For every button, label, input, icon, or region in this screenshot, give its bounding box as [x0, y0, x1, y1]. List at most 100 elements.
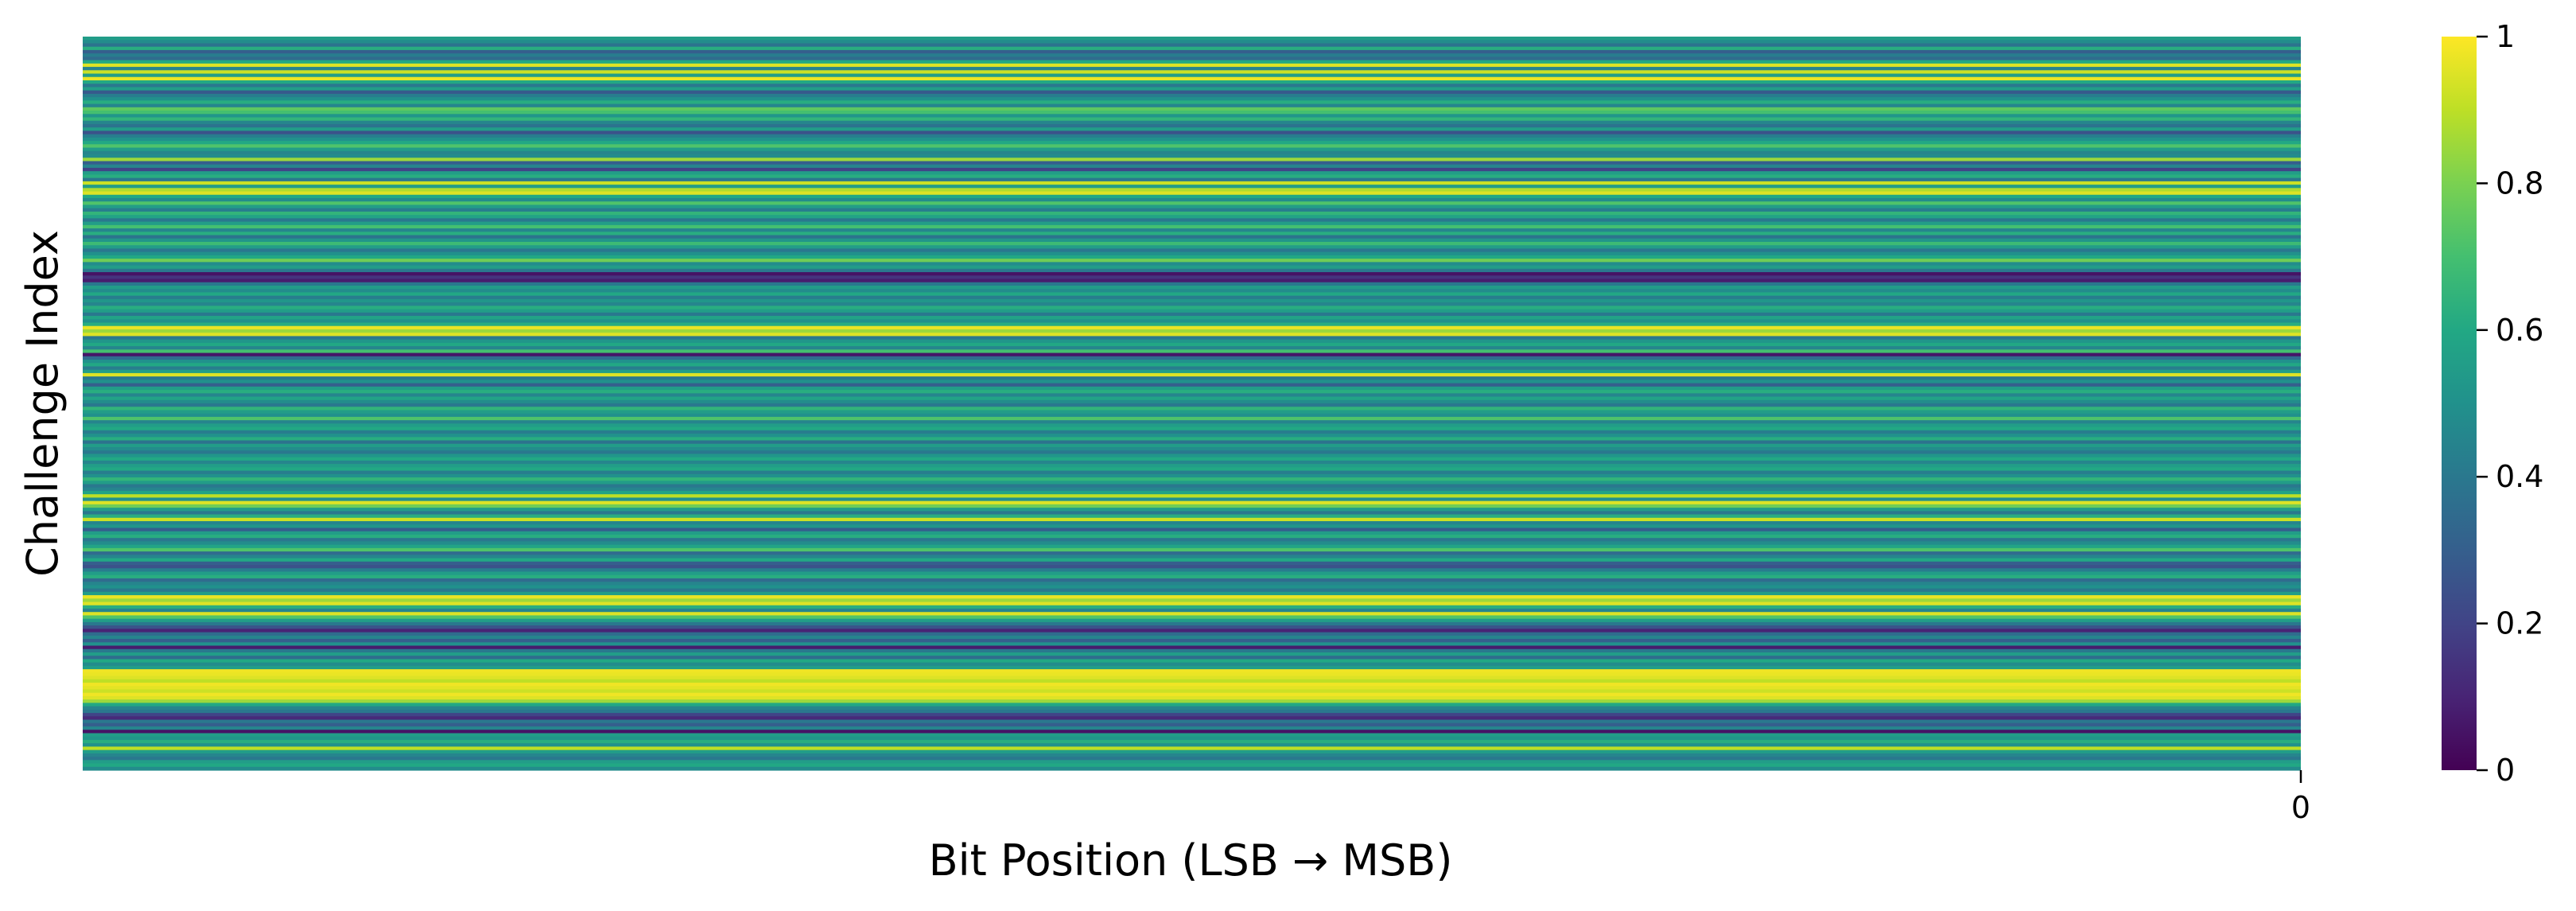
colorbar-tick-label: 0	[2496, 753, 2515, 788]
heatmap-row	[83, 97, 2301, 101]
heatmap-row	[83, 218, 2301, 223]
heatmap-row	[83, 703, 2301, 707]
heatmap-row	[83, 53, 2301, 57]
heatmap-row	[83, 551, 2301, 555]
heatmap-row	[83, 147, 2301, 152]
heatmap-row	[83, 278, 2301, 283]
heatmap-row	[83, 558, 2301, 563]
heatmap-row	[83, 100, 2301, 105]
heatmap-row	[83, 659, 2301, 664]
heatmap-row	[83, 753, 2301, 757]
heatmap-row	[83, 363, 2301, 368]
heatmap-row	[83, 37, 2301, 41]
heatmap-row	[83, 107, 2301, 111]
heatmap-row	[83, 733, 2301, 738]
heatmap-row	[83, 144, 2301, 149]
heatmap-row	[83, 211, 2301, 216]
heatmap-row	[83, 161, 2301, 165]
heatmap-row	[83, 595, 2301, 599]
heatmap-row	[83, 198, 2301, 202]
heatmap-row	[83, 749, 2301, 754]
heatmap-row	[83, 208, 2301, 212]
heatmap-row	[83, 440, 2301, 445]
heatmap-row	[83, 716, 2301, 721]
colorbar-tick-label: 0.6	[2496, 313, 2543, 348]
heatmap-row	[83, 285, 2301, 290]
heatmap-row	[83, 615, 2301, 620]
heatmap-row	[83, 464, 2301, 468]
heatmap-row	[83, 531, 2301, 535]
heatmap-row	[83, 292, 2301, 297]
heatmap-row	[83, 730, 2301, 734]
heatmap-row	[83, 262, 2301, 267]
heatmap-row	[83, 298, 2301, 303]
heatmap-row	[83, 383, 2301, 387]
heatmap-row	[83, 235, 2301, 239]
heatmap-row	[83, 675, 2301, 680]
heatmap-row	[83, 588, 2301, 593]
heatmap-row	[83, 185, 2301, 189]
heatmap-row	[83, 224, 2301, 229]
heatmap-row	[83, 699, 2301, 704]
heatmap-row	[83, 511, 2301, 516]
heatmap-row	[83, 686, 2301, 691]
heatmap-row	[83, 635, 2301, 640]
heatmap-row	[83, 689, 2301, 694]
heatmap-row	[83, 713, 2301, 717]
heatmap-row	[83, 508, 2301, 512]
heatmap-row	[83, 410, 2301, 415]
heatmap-row	[83, 221, 2301, 226]
heatmap-row	[83, 70, 2301, 75]
heatmap-row	[83, 194, 2301, 199]
heatmap-row	[83, 709, 2301, 714]
heatmap-row	[83, 582, 2301, 586]
heatmap-row	[83, 481, 2301, 485]
heatmap-row	[83, 259, 2301, 263]
heatmap-row	[83, 87, 2301, 91]
heatmap-row	[83, 369, 2301, 374]
heatmap-row	[83, 103, 2301, 108]
heatmap-row	[83, 356, 2301, 360]
heatmap-row	[83, 117, 2301, 122]
colorbar-tick-label: 0.2	[2496, 606, 2543, 641]
heatmap-row	[83, 339, 2301, 344]
heatmap-row	[83, 150, 2301, 155]
heatmap-row	[83, 763, 2301, 768]
heatmap-row	[83, 642, 2301, 647]
heatmap-row	[83, 245, 2301, 250]
heatmap-row	[83, 319, 2301, 324]
colorbar-ticks: 0 0.2 0.4 0.6 0.8 1	[2477, 19, 2543, 788]
heatmap-row	[83, 706, 2301, 711]
heatmap-row	[83, 608, 2301, 613]
heatmap-row	[83, 460, 2301, 465]
heatmap-row	[83, 390, 2301, 394]
heatmap-row	[83, 56, 2301, 61]
heatmap-row	[83, 490, 2301, 495]
heatmap-row	[83, 120, 2301, 125]
heatmap-row	[83, 739, 2301, 744]
colorbar-tick-label: 1	[2496, 19, 2515, 54]
heatmap-row	[83, 137, 2301, 142]
heatmap-row	[83, 268, 2301, 273]
heatmap-row	[83, 342, 2301, 347]
heatmap-row	[83, 420, 2301, 424]
heatmap-row	[83, 141, 2301, 145]
heatmap-row	[83, 443, 2301, 448]
heatmap-row	[83, 255, 2301, 259]
heatmap-row	[83, 454, 2301, 458]
heatmap-row	[83, 275, 2301, 280]
heatmap-row	[83, 430, 2301, 434]
heatmap-row	[83, 366, 2301, 371]
heatmap-row	[83, 158, 2301, 162]
heatmap-row	[83, 248, 2301, 253]
colorbar-tick-label: 0.4	[2496, 459, 2543, 494]
y-axis-label: Challenge Index	[17, 230, 68, 577]
heatmap-row	[83, 524, 2301, 529]
colorbar	[2442, 37, 2477, 770]
heatmap-row	[83, 336, 2301, 341]
heatmap-row	[83, 413, 2301, 418]
heatmap-row	[83, 514, 2301, 519]
heatmap-row	[83, 232, 2301, 236]
heatmap-row	[83, 386, 2301, 391]
heatmap-row	[83, 757, 2301, 761]
